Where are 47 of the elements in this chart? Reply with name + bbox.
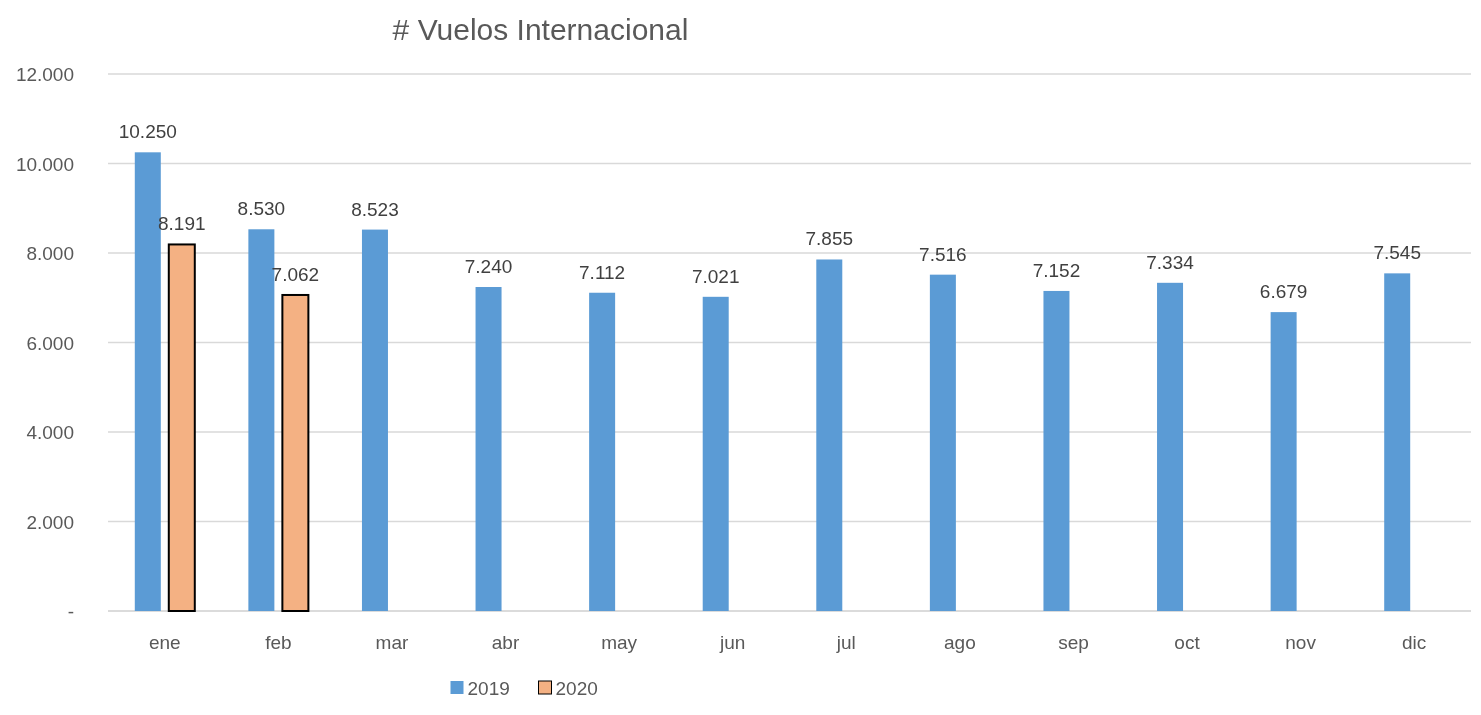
x-tick-label: jun bbox=[719, 632, 746, 653]
x-tick-label: feb bbox=[265, 632, 292, 653]
legend-label: 2020 bbox=[555, 678, 598, 699]
bar bbox=[281, 293, 310, 612]
bar bbox=[929, 274, 956, 611]
x-tick-label: jul bbox=[835, 632, 856, 653]
bar bbox=[167, 243, 196, 612]
x-tick-label: sep bbox=[1058, 632, 1089, 653]
data-label: 7.112 bbox=[579, 261, 626, 283]
bar bbox=[589, 292, 616, 611]
legend-label: 2019 bbox=[467, 678, 510, 699]
data-label: 7.021 bbox=[691, 265, 740, 287]
data-label: 8.530 bbox=[237, 198, 286, 220]
bar bbox=[361, 229, 388, 611]
x-tick-label: ago bbox=[944, 632, 976, 653]
x-tick-label: dic bbox=[1402, 632, 1427, 653]
y-tick-label: 12.000 bbox=[15, 64, 74, 85]
x-tick-label: nov bbox=[1285, 632, 1317, 653]
data-label: 7.516 bbox=[919, 243, 967, 265]
bar bbox=[1384, 273, 1411, 611]
x-tick-label: mar bbox=[375, 632, 409, 653]
data-label: 10.250 bbox=[118, 121, 177, 143]
data-label: 7.855 bbox=[805, 228, 854, 250]
y-tick-label: 8.000 bbox=[26, 243, 74, 264]
bar bbox=[1043, 290, 1070, 611]
y-tick-label: - bbox=[67, 601, 74, 622]
x-tick-label: may bbox=[601, 632, 638, 653]
data-label: 7.152 bbox=[1032, 259, 1081, 281]
data-label: 7.240 bbox=[464, 256, 513, 278]
x-tick-label: ene bbox=[148, 632, 181, 653]
x-tick-label: abr bbox=[491, 632, 520, 653]
data-label: 8.523 bbox=[351, 198, 399, 220]
y-tick-label: 4.000 bbox=[26, 422, 74, 443]
bar bbox=[475, 287, 502, 611]
bar bbox=[702, 296, 729, 611]
x-tick-label: oct bbox=[1174, 632, 1201, 653]
y-tick-label: 10.000 bbox=[15, 153, 74, 175]
bar bbox=[134, 152, 161, 611]
y-tick-label: 2.000 bbox=[26, 511, 74, 533]
data-label: 6.679 bbox=[1259, 281, 1308, 303]
chart-title: # Vuelos Internacional bbox=[392, 13, 689, 46]
data-label: 7.334 bbox=[1146, 251, 1195, 273]
bar bbox=[1157, 282, 1184, 611]
bar bbox=[816, 259, 843, 611]
data-label: 7.545 bbox=[1373, 242, 1421, 264]
y-tick-label: 6.000 bbox=[26, 332, 74, 354]
bar bbox=[1270, 312, 1297, 611]
